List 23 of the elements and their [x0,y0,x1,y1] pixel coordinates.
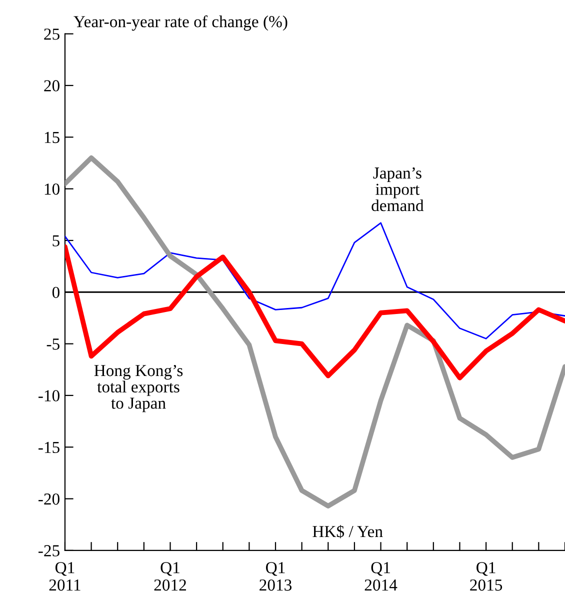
x-tick-label: Q1 2014 [364,562,398,591]
y-tick-label: -25 [38,545,60,556]
y-tick-label: 25 [44,28,60,40]
series-label: HK$ / Yen [312,524,383,538]
line-series [64,244,565,380]
y-tick-label: -20 [38,493,60,505]
x-tick-label: Q1 2011 [49,562,80,591]
y-tick-label: -5 [46,338,60,350]
y-axis-title: Year-on-year rate of change (%) [74,15,288,31]
line-series [64,222,565,340]
x-tick-label: Q1 2013 [260,562,292,591]
line-series [64,155,565,508]
x-tick-label: Q1 2012 [154,562,186,591]
series-label: Japan’s import demand [372,167,424,212]
y-tick-label: -10 [38,390,60,402]
y-tick-label: 15 [44,132,60,144]
x-tick-label: Q1 2015 [470,562,502,591]
series-label: Hong Kong’s total exports to Japan [94,364,183,412]
y-tick-label: 20 [44,80,60,92]
y-tick-label: -15 [38,442,60,454]
y-tick-label: 5 [52,235,60,246]
y-tick-label: 0 [52,286,60,298]
y-tick-label: 10 [44,184,60,195]
